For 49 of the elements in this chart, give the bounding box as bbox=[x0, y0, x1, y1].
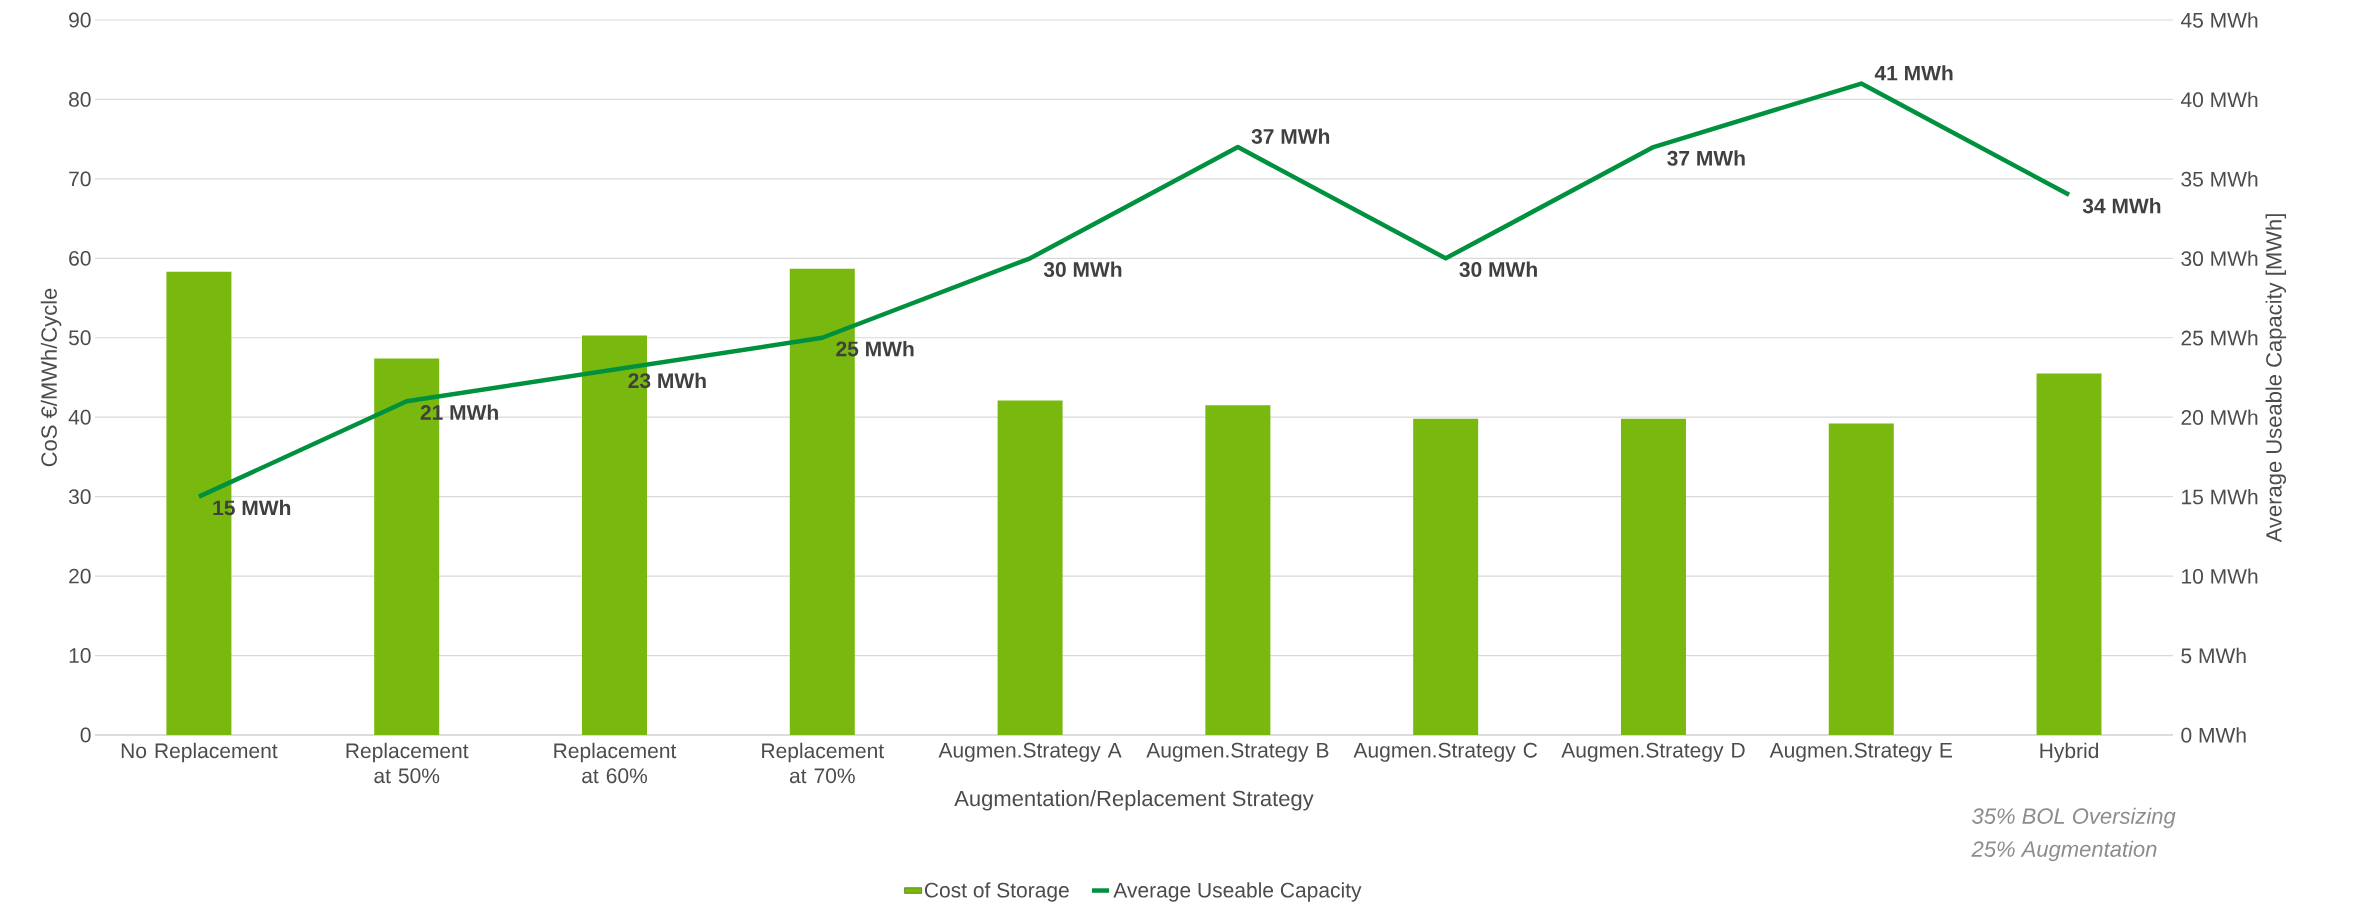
bar bbox=[2036, 373, 2102, 735]
bar bbox=[997, 400, 1063, 735]
x-tick-label: Augmen.Strategy D bbox=[1561, 742, 1745, 762]
y2-tick-label: 25 MWh bbox=[2181, 330, 2258, 346]
y-tick-label: 60 bbox=[69, 250, 91, 266]
data-label: 30 MWh bbox=[1459, 261, 1537, 277]
text: 35% BOL Oversizing bbox=[1972, 807, 2176, 829]
y-tick-label: 0 bbox=[80, 727, 91, 743]
y2-tick-label: 5 MWh bbox=[2181, 647, 2246, 664]
bar bbox=[1620, 418, 1686, 735]
x-tick-label: Augmen.Strategy A bbox=[938, 742, 1122, 762]
y2-tick-label: 10 MWh bbox=[2182, 568, 2258, 584]
legend-label: Average Useable Capacity bbox=[1113, 882, 1362, 902]
y2-tick-label: 30 MWh bbox=[2181, 250, 2258, 267]
y-tick-label: 20 bbox=[69, 568, 91, 584]
y-tick-label: 70 bbox=[69, 171, 91, 187]
data-label: 37 MWh bbox=[1251, 128, 1330, 144]
y-axis-title: CoS €/MWh/Cycle bbox=[40, 288, 62, 467]
x-tick-label: Replacement at 60% bbox=[554, 742, 677, 784]
y2-tick-label: 45 MWh bbox=[2180, 12, 2258, 28]
y-tick-label: 10 bbox=[69, 648, 91, 663]
data-label: 30 MWh bbox=[1043, 261, 1122, 277]
text: 25% Augmentation bbox=[1971, 840, 2157, 862]
y2-tick-label: 35 MWh bbox=[2181, 171, 2258, 187]
bar bbox=[1828, 423, 1894, 735]
y-tick-label: 90 bbox=[69, 12, 91, 28]
x-tick-label: Replacement at 50% bbox=[346, 742, 469, 784]
legend-label: Cost of Storage bbox=[924, 882, 1069, 902]
y-tick-label: 30 bbox=[68, 489, 91, 505]
y-tick-label: 50 bbox=[68, 330, 91, 346]
y2-tick-label: 15 MWh bbox=[2182, 488, 2258, 505]
y-tick-label: 40 bbox=[68, 409, 91, 425]
x-tick-label: Augmen.Strategy E bbox=[1769, 742, 1952, 762]
data-label: 41 MWh bbox=[1874, 65, 1953, 81]
bar bbox=[1205, 405, 1271, 735]
x-tick-label: Replacement at 70% bbox=[762, 742, 884, 784]
x-axis-title: Augmentation/Replacement Strategy bbox=[954, 790, 1314, 811]
x-tick-label: Augmen.Strategy B bbox=[1146, 742, 1329, 762]
x-tick-label: Hybrid bbox=[2040, 742, 2099, 763]
y2-axis-title: Average Useable Capacity [MWh] bbox=[2265, 214, 2287, 543]
y2-tick-label: 20 MWh bbox=[2181, 409, 2258, 425]
data-label: 34 MWh bbox=[2082, 197, 2161, 214]
y-tick-label: 80 bbox=[69, 92, 91, 107]
y2-tick-label: 40 MWh bbox=[2180, 91, 2258, 108]
bar bbox=[1413, 418, 1479, 735]
data-label: 37 MWh bbox=[1667, 150, 1745, 166]
y2-tick-label: 0 MWh bbox=[2181, 727, 2246, 743]
x-tick-label: Augmen.Strategy C bbox=[1353, 742, 1538, 762]
x-tick-label: No Replacement bbox=[121, 742, 278, 763]
